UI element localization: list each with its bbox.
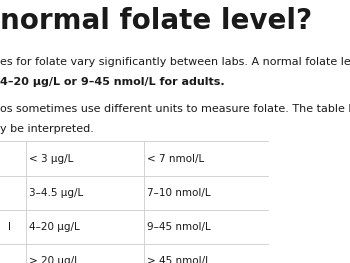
Text: 9–45 nmol/L: 9–45 nmol/L: [147, 222, 211, 232]
Text: 4–20 μg/L: 4–20 μg/L: [29, 222, 79, 232]
Text: < 3 μg/L: < 3 μg/L: [29, 154, 73, 164]
Text: 7–10 nmol/L: 7–10 nmol/L: [147, 188, 210, 198]
Text: l: l: [8, 222, 11, 232]
Text: es for folate vary significantly between labs. A normal folate leve: es for folate vary significantly between…: [0, 58, 350, 68]
Text: < 7 nmol/L: < 7 nmol/L: [147, 154, 204, 164]
Text: > 20 μg/L: > 20 μg/L: [29, 256, 79, 263]
Text: os sometimes use different units to measure folate. The table be: os sometimes use different units to meas…: [0, 104, 350, 114]
Text: > 45 nmol/L: > 45 nmol/L: [147, 256, 211, 263]
Text: 4–20 μg/L or 9–45 nmol/L for adults.: 4–20 μg/L or 9–45 nmol/L for adults.: [0, 77, 225, 87]
Text: y be interpreted.: y be interpreted.: [0, 124, 94, 134]
Text: normal folate level?: normal folate level?: [0, 7, 313, 35]
Text: 3–4.5 μg/L: 3–4.5 μg/L: [29, 188, 83, 198]
